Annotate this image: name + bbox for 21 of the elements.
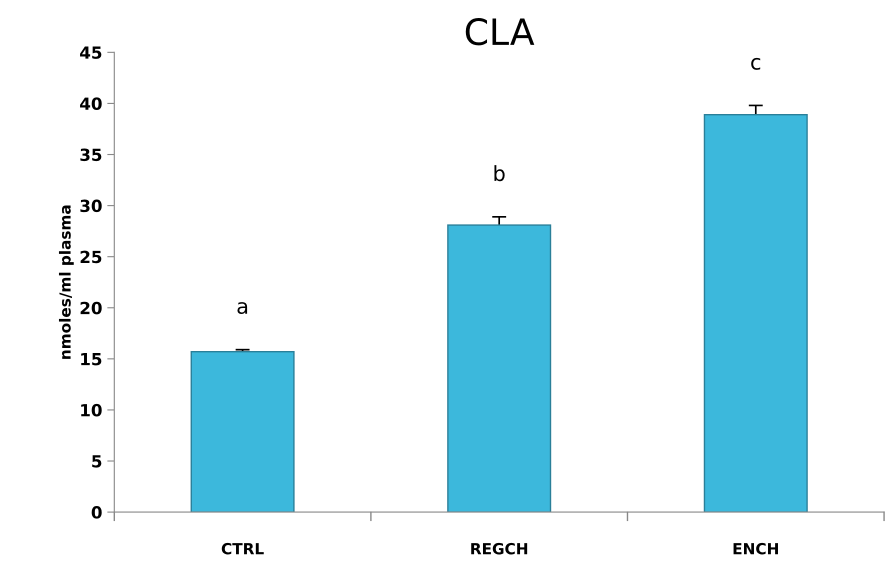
y-tick-label: 40 [80,97,102,110]
y-axis-title: nmoles/ml plasma [58,206,74,359]
y-tick-label: 20 [80,302,102,314]
y-tick-label: 5 [92,455,102,468]
annotation: c [751,58,760,70]
annotation: a [237,302,248,314]
y-tick-label: 0 [92,506,102,519]
bar [704,114,808,512]
bar [447,224,552,512]
y-tick-label: 35 [80,148,102,162]
bar [190,351,295,512]
y-tick-label: 45 [80,46,102,59]
y-tick-label: 25 [80,250,102,264]
y-tick-label: 10 [81,404,102,416]
x-tick-label: REGCH [471,542,528,554]
annotation: b [494,165,505,182]
y-tick-label: 30 [80,200,102,212]
chart-title: CLA [466,18,534,46]
y-tick-label: 15 [81,353,102,366]
x-tick-label: CTRL [222,542,264,554]
x-tick-label: ENCH [734,542,778,554]
